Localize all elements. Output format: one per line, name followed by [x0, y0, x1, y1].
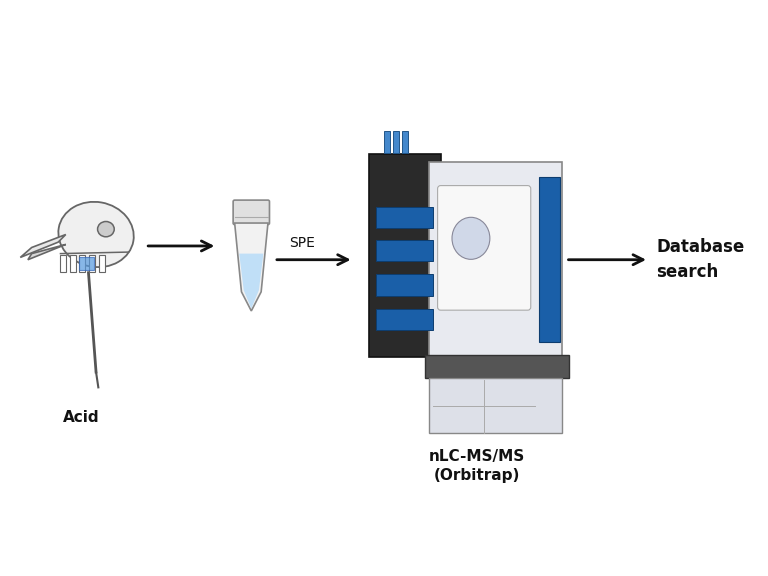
Polygon shape: [20, 234, 66, 257]
FancyBboxPatch shape: [429, 162, 562, 357]
Ellipse shape: [58, 202, 134, 267]
FancyBboxPatch shape: [539, 177, 561, 342]
FancyBboxPatch shape: [233, 200, 270, 225]
Text: Acid: Acid: [63, 410, 99, 425]
FancyBboxPatch shape: [376, 309, 433, 330]
FancyBboxPatch shape: [89, 255, 95, 272]
FancyBboxPatch shape: [79, 255, 85, 272]
Polygon shape: [235, 223, 268, 311]
FancyBboxPatch shape: [376, 240, 433, 262]
FancyBboxPatch shape: [376, 274, 433, 295]
Text: Database
search: Database search: [657, 238, 745, 281]
FancyBboxPatch shape: [376, 207, 433, 229]
Ellipse shape: [452, 217, 490, 259]
Polygon shape: [239, 253, 263, 309]
FancyBboxPatch shape: [384, 131, 390, 153]
FancyBboxPatch shape: [393, 131, 399, 153]
Ellipse shape: [98, 222, 114, 237]
FancyBboxPatch shape: [429, 378, 562, 433]
FancyBboxPatch shape: [425, 355, 569, 378]
Polygon shape: [28, 244, 66, 260]
Text: nLC-MS/MS
(Orbitrap): nLC-MS/MS (Orbitrap): [429, 449, 525, 483]
FancyBboxPatch shape: [438, 185, 531, 310]
FancyBboxPatch shape: [60, 255, 66, 272]
FancyBboxPatch shape: [78, 257, 94, 270]
FancyBboxPatch shape: [369, 154, 441, 357]
Text: SPE: SPE: [289, 236, 315, 250]
FancyBboxPatch shape: [70, 255, 75, 272]
FancyBboxPatch shape: [402, 131, 408, 153]
FancyBboxPatch shape: [99, 255, 105, 272]
